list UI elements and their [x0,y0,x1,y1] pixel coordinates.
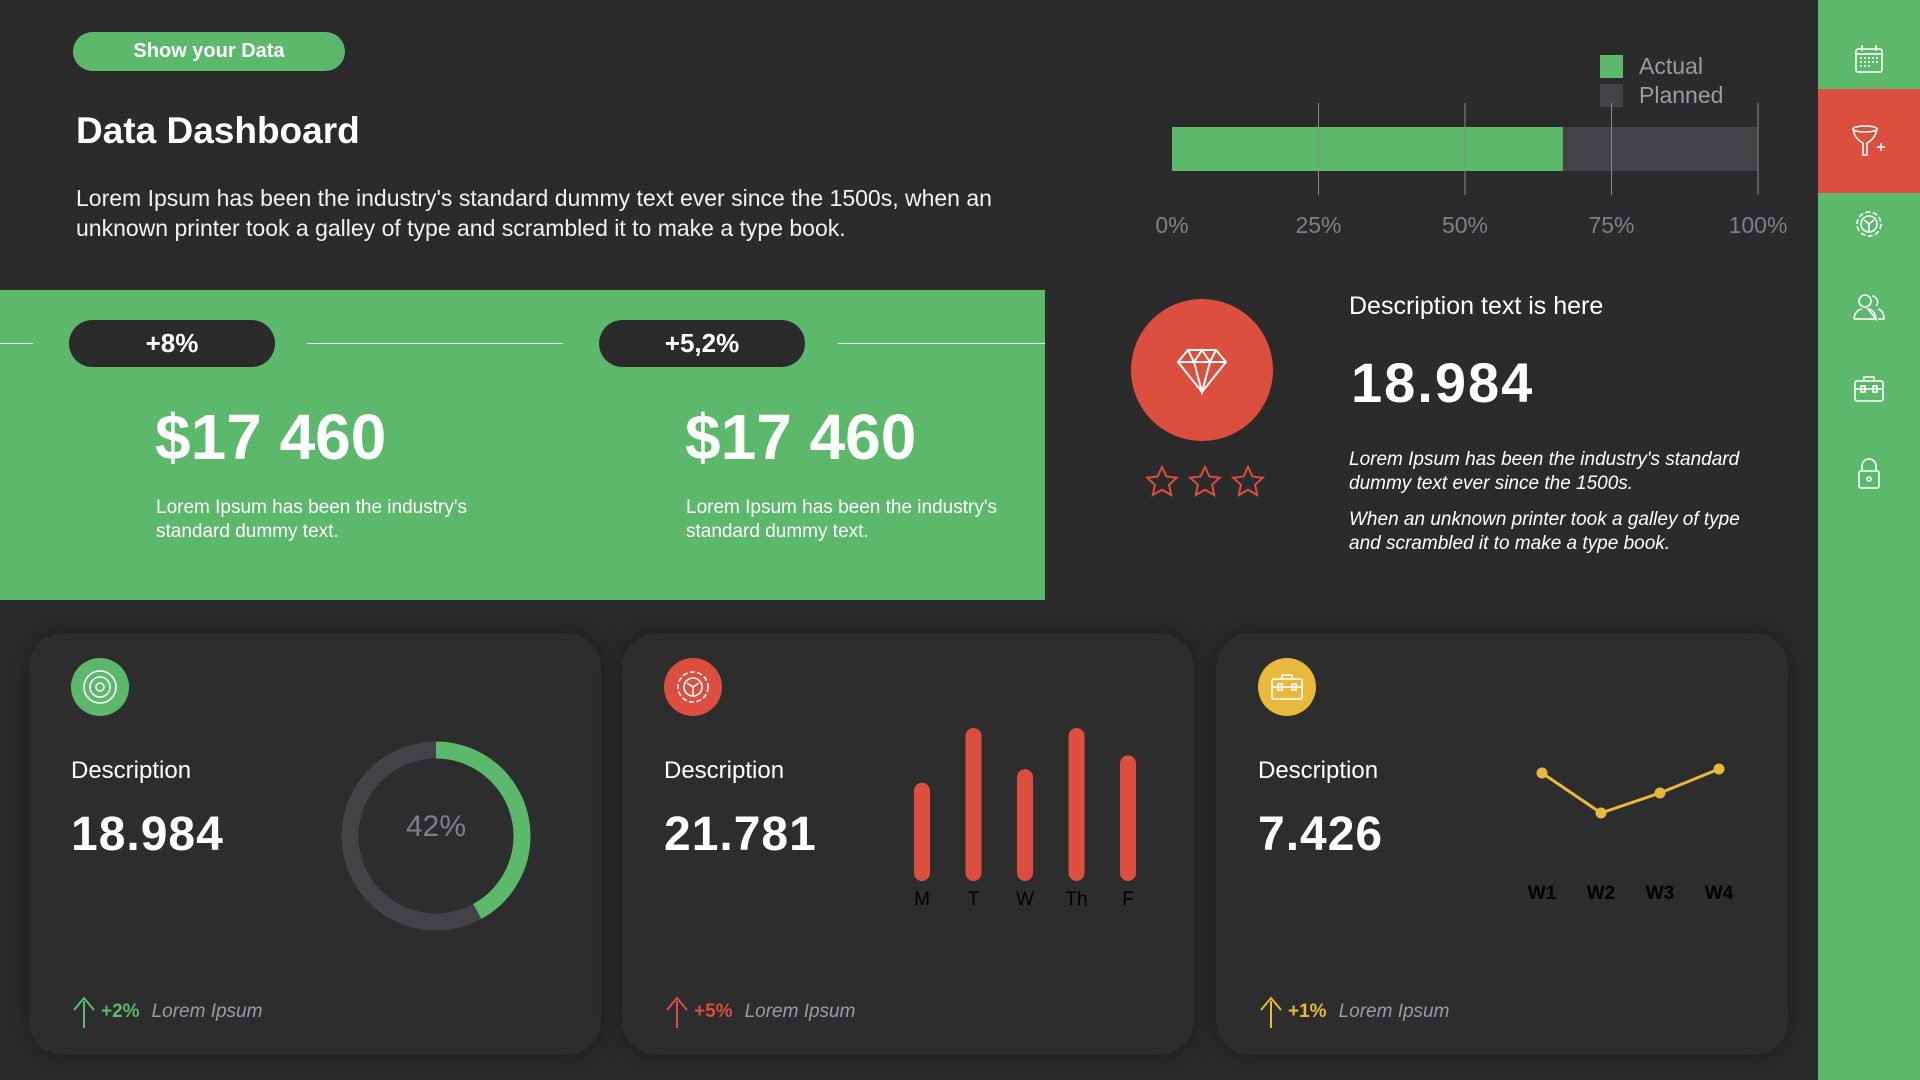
card-footer-text: Lorem Ipsum [151,1001,263,1022]
card-change: +5% [694,1001,733,1022]
line-point-W3 [1654,787,1666,799]
feature-text-2: When an unknown printer took a galley of… [1349,509,1740,554]
star-icon[interactable] [1188,465,1222,499]
tick-label: 50% [1442,212,1488,238]
diamond-badge [1131,299,1273,441]
funnel-add-icon [1852,125,1885,156]
diamond-icon [1176,348,1228,396]
feature-value: 18.984 [1351,351,1535,414]
line-label: W3 [1646,883,1675,904]
sidebar-item-calendar[interactable] [1818,17,1920,101]
kpi-value: $17 460 [155,401,387,473]
sidebar [1818,0,1920,1080]
legend-swatch-actual [1600,55,1623,78]
feature-text-1: Lorem Ipsum has been the industry's stan… [1349,449,1740,494]
card-change: +1% [1288,1001,1327,1022]
line-point-W4 [1713,763,1725,775]
line-series [1541,767,1720,815]
donut-label: 42% [406,810,466,843]
bar-label: T [968,889,980,910]
sidebar-item-settings[interactable] [1818,182,1920,266]
lock-icon [1858,458,1880,489]
target-icon [71,658,129,716]
kpi-badge: +5,2% [599,320,805,367]
progress-chart: 0% 25% 50% 75% 100% [1155,103,1788,238]
kpi-text: Lorem Ipsum has been the industry's stan… [686,497,997,542]
sidebar-item-filter[interactable] [1818,89,1920,193]
stat-card-line: Description 7.426 W1 W2 W3 W4 +1% Lorem Ipsu… [1216,633,1788,1055]
legend-planned: Planned [1639,82,1724,108]
line-label: W1 [1528,883,1557,904]
line-point-W1 [1536,767,1548,779]
arrow-up-icon [666,996,688,1028]
intro-text: Lorem Ipsum has been the industry's stan… [76,185,992,241]
divider [0,343,33,344]
gear-icon [1856,211,1882,237]
card-label: Description [1258,757,1379,784]
donut-value-arc [341,741,531,931]
card-change: +2% [101,1001,140,1022]
kpi-badge: +8% [69,320,275,367]
sidebar-item-users[interactable] [1818,265,1920,349]
weekly-line-chart: W1 W2 W3 W4 [1528,763,1734,904]
donut-chart: 42% [341,741,531,931]
line-point-W2 [1595,807,1607,819]
actual-bar [1172,127,1563,171]
gear-icon [664,658,722,716]
show-data-button[interactable]: Show your Data [73,32,345,71]
briefcase-icon [1854,376,1884,402]
bar-label: Th [1065,889,1087,910]
card-value: 18.984 [71,808,224,861]
legend-swatch-planned [1600,84,1623,107]
arrow-up-icon [73,996,95,1028]
card-label: Description [664,757,785,784]
feature-heading: Description text is here [1349,292,1604,320]
divider [307,343,563,344]
card-value: 21.781 [664,808,817,861]
star-icon[interactable] [1231,465,1265,499]
kpi-text: Lorem Ipsum has been the industry's stan… [156,497,467,542]
kpi-value: $17 460 [685,401,917,473]
tick-label: 100% [1729,212,1788,238]
line-label: W2 [1587,883,1616,904]
weekday-bar-chart: M T W Th F [914,728,1136,910]
card-footer: +5% Lorem Ipsum [664,995,855,1029]
card-footer: +1% Lorem Ipsum [1258,995,1449,1029]
star-icon[interactable] [1145,465,1179,499]
tick-label: 25% [1295,212,1341,238]
calendar-icon [1855,45,1883,73]
legend-actual: Actual [1639,53,1703,79]
briefcase-icon [1258,658,1316,716]
users-icon [1853,294,1885,322]
bar-label: F [1122,889,1134,910]
tick-label: 0% [1155,212,1188,238]
page-title: Data Dashboard [76,110,360,151]
tick-label: 75% [1588,212,1634,238]
card-label: Description [71,757,192,784]
card-footer-text: Lorem Ipsum [744,1001,856,1022]
bar-label: M [914,889,930,910]
sidebar-item-portfolio[interactable] [1818,347,1920,431]
bar-label: W [1016,889,1034,910]
divider [838,343,1045,344]
star-rating[interactable] [1145,465,1265,499]
stat-card-donut: Description 18.984 42% +2% Lorem Ipsum [29,633,601,1055]
line-label: W4 [1705,883,1734,904]
stat-card-bars: Description 21.781 M T W Th F +5% Lorem Ipsum [622,633,1194,1055]
card-footer-text: Lorem Ipsum [1338,1001,1450,1022]
chart-legend: Actual Planned [1600,52,1723,110]
card-footer: +2% Lorem Ipsum [71,995,262,1029]
arrow-up-icon [1260,996,1282,1028]
card-value: 7.426 [1258,808,1384,861]
sidebar-item-lock[interactable] [1818,431,1920,515]
